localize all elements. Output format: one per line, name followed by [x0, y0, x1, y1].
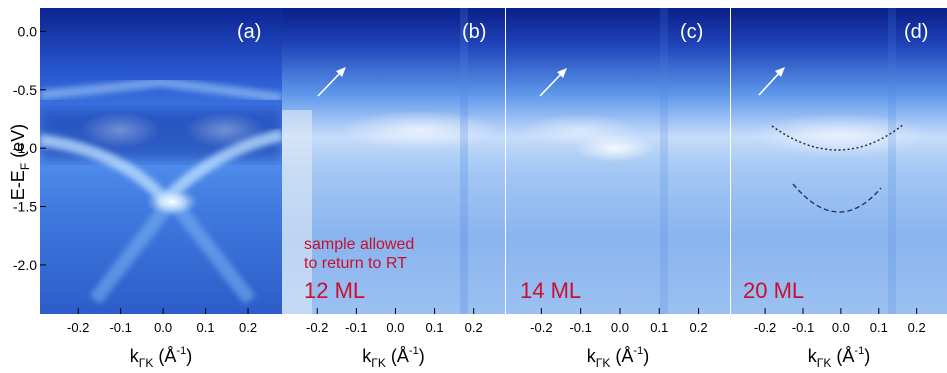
x-tick-label: -0.2 — [754, 320, 776, 335]
panel-a — [40, 8, 282, 314]
x-tick-label: 0.1 — [650, 320, 668, 335]
x-axis-label-label-sup: -1 — [176, 345, 186, 357]
y-axis-label: E-EF (eV) — [8, 124, 32, 200]
x-axis-label-label-main: k — [362, 346, 372, 366]
arrow-d — [758, 67, 785, 96]
panel-c-tag: (c) — [680, 21, 703, 43]
panel-c — [506, 8, 730, 314]
x-tick-label: 0.2 — [690, 320, 708, 335]
x-tick-label: 0.0 — [832, 320, 850, 335]
y-tick-label: -1.5 — [13, 199, 37, 215]
x-tick-label: 0.2 — [908, 320, 926, 335]
x-tick-label: 0.0 — [386, 320, 404, 335]
panel-b — [282, 8, 505, 314]
x-tick-label: -0.1 — [109, 320, 131, 335]
x-tick-label: -0.2 — [530, 320, 552, 335]
x-axis-label-label-unit-close: ) — [186, 346, 192, 366]
y-tick-label: 0.0 — [18, 23, 38, 39]
arrow-b — [317, 67, 346, 97]
y-axis-label-sub: F — [18, 163, 32, 170]
panel-c-thickness: 14 ML — [520, 278, 581, 303]
x-axis-label-label-sub: ΓK — [371, 356, 386, 370]
x-axis-label-label-unit-open: (Å — [610, 346, 633, 366]
x-axis-ticks: -0.2 -0.1 0.0 0.1 0.2 -0.2 -0.1 0.0 0.1 0.2 -0.2 -0… — [67, 308, 926, 335]
x-axis-label-label-unit-close: ) — [864, 346, 870, 366]
x-tick-label: -0.2 — [67, 320, 89, 335]
x-axis-label-label-sub: ΓK — [596, 356, 611, 370]
panel-d-tag: (d) — [904, 21, 928, 43]
x-tick-label: -0.1 — [569, 320, 591, 335]
panel-a-tag: (a) — [237, 21, 261, 43]
panel-b-note-line2: to return to RT — [304, 255, 407, 272]
x-axis-label: kΓK (Å-1) — [130, 345, 192, 370]
panel-a-image — [40, 8, 282, 314]
panel-b-tag: (b) — [462, 21, 486, 43]
x-axis-label-label-sub: ΓK — [817, 356, 832, 370]
y-tick-label: -1.0 — [13, 140, 37, 156]
x-tick-label: -0.1 — [345, 320, 367, 335]
x-tick-label: 0.1 — [870, 320, 888, 335]
x-axis-label-label-sup: -1 — [633, 345, 643, 357]
panel-d-thickness: 20 ML — [743, 278, 804, 303]
x-axis-label-label-main: k — [587, 346, 597, 366]
x-axis-label-label-unit-close: ) — [643, 346, 649, 366]
arrow-c — [539, 68, 567, 97]
x-tick-label: 0.0 — [154, 320, 172, 335]
x-tick-label: -0.1 — [792, 320, 814, 335]
panel-b-note-line1: sample allowed — [304, 236, 414, 253]
x-axis-label-label-unit-open: (Å — [386, 346, 409, 366]
x-tick-label: 0.2 — [465, 320, 483, 335]
panel-d-image — [731, 8, 947, 314]
dotted-parabola — [771, 123, 905, 151]
x-axis-label-label-main: k — [808, 346, 818, 366]
panel-b-image — [282, 8, 505, 314]
dashed-parabola — [792, 183, 882, 213]
x-axis-label-label-sup: -1 — [854, 345, 864, 357]
x-tick-label: -0.2 — [306, 320, 328, 335]
x-axis-label-label-unit-open: (Å — [831, 346, 854, 366]
y-tick-label: -0.5 — [13, 82, 37, 98]
x-tick-label: 0.0 — [611, 320, 629, 335]
y-axis-ticks: 0.0 -0.5 -1.0 -1.5 -2.0 — [13, 23, 46, 273]
y-tick-label: -2.0 — [13, 257, 37, 273]
x-axis-label: kΓK (Å-1) — [808, 345, 870, 370]
x-axis-label-label-unit-open: (Å — [153, 346, 176, 366]
x-axis-label-label-unit-close: ) — [419, 346, 425, 366]
x-tick-label: 0.2 — [239, 320, 257, 335]
x-axis-label-label-sub: ΓK — [139, 356, 154, 370]
y-axis-label-main: E-E — [8, 170, 28, 200]
x-axis-label: kΓK (Å-1) — [362, 345, 424, 370]
x-tick-label: 0.1 — [197, 320, 215, 335]
x-tick-label: 0.1 — [426, 320, 444, 335]
x-axis-labels: kΓK (Å-1) kΓK (Å-1) kΓK (Å-1) kΓK (Å-1) — [130, 345, 870, 370]
x-axis-label: kΓK (Å-1) — [587, 345, 649, 370]
x-axis-label-label-sup: -1 — [409, 345, 419, 357]
panel-b-thickness: 12 ML — [304, 278, 365, 303]
panel-d — [731, 8, 947, 314]
x-axis-label-label-main: k — [130, 346, 140, 366]
y-axis-label-unit: (eV) — [8, 124, 28, 163]
band-upper — [40, 76, 282, 103]
